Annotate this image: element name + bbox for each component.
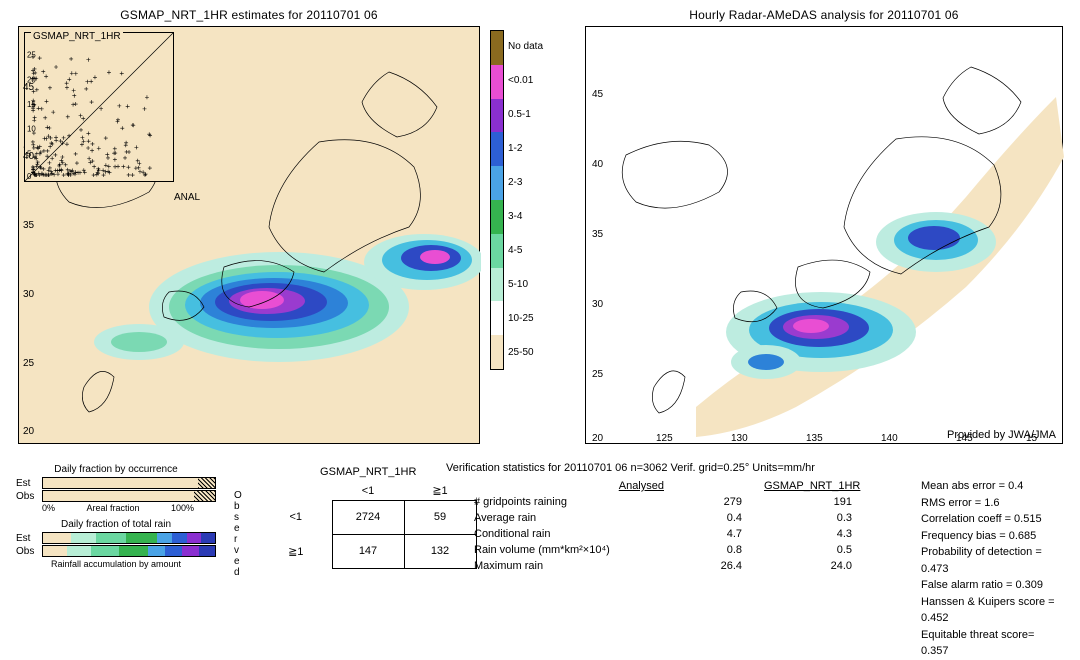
anal-label: ANAL — [174, 192, 200, 203]
col-lt1: <1 — [332, 482, 404, 500]
credit-label: Provided by JWA/JMA — [947, 429, 1056, 441]
cell-10: 147 — [332, 534, 404, 568]
col-analysed: Analysed — [474, 480, 674, 492]
stat-line: Equitable threat score= 0.357 — [921, 627, 1064, 660]
verif-row-label: Average rain — [474, 512, 674, 524]
left-map-panel: GSMAP_NRT_1HR estimates for 20110701 06 — [18, 8, 480, 448]
verif-row-label: Rain volume (mm*km²×10⁴) — [474, 544, 674, 556]
svg-text:35: 35 — [592, 229, 604, 240]
verif-row-label: Maximum rain — [474, 560, 674, 572]
fraction-total-title: Daily fraction of total rain — [16, 519, 216, 530]
obs-total-bar — [42, 545, 216, 557]
est-label2: Est — [16, 533, 38, 544]
svg-text:135: 135 — [806, 433, 823, 444]
observed-vertical: Observed — [234, 490, 242, 578]
cell-00: 2724 — [332, 500, 404, 534]
row-lt1: <1 — [260, 500, 332, 534]
inset-scatter: GSMAP_NRT_1HR 0 51015 2025 — [24, 32, 174, 182]
color-legend: No data<0.010.5-11-22-33-44-55-1010-2525… — [490, 30, 570, 370]
svg-text:10: 10 — [27, 125, 36, 134]
stat-line: False alarm ratio = 0.309 — [921, 577, 1064, 594]
svg-text:25: 25 — [27, 51, 36, 60]
row-ge1: ≧1 — [260, 534, 332, 568]
verif-row-label: Conditional rain — [474, 528, 674, 540]
stat-line: Mean abs error = 0.4 — [921, 478, 1064, 495]
ytick: 40 — [23, 151, 34, 162]
stat-line: Correlation coeff = 0.515 — [921, 511, 1064, 528]
col-est: GSMAP_NRT_1HR — [764, 480, 874, 492]
svg-text:40: 40 — [592, 159, 604, 170]
ytick: 25 — [23, 358, 34, 369]
verification-block: Verification statistics for 20110701 06 … — [446, 462, 1064, 572]
bottom-strip: Daily fraction by occurrence Est Obs 0% A… — [16, 462, 1064, 602]
contingency-table: GSMAP_NRT_1HR <1≧1 <1272459 ≧1147132 — [260, 466, 477, 569]
fraction-block: Daily fraction by occurrence Est Obs 0% A… — [16, 462, 216, 569]
ytick: 20 — [23, 426, 34, 437]
svg-text:130: 130 — [731, 433, 748, 444]
left-map-box: GSMAP_NRT_1HR 0 51015 2025 ANAL 20 25 30 — [18, 26, 480, 444]
svg-text:125: 125 — [656, 433, 673, 444]
svg-text:25: 25 — [592, 369, 604, 380]
est-occ-bar — [42, 477, 216, 489]
right-map-panel: Hourly Radar-AMeDAS analysis for 2011070… — [585, 8, 1063, 448]
svg-text:45: 45 — [592, 89, 604, 100]
ctable-title: GSMAP_NRT_1HR — [260, 466, 477, 478]
axis-0: 0% — [42, 503, 55, 513]
axis-100: 100% — [171, 503, 194, 513]
stat-line: RMS error = 1.6 — [921, 495, 1064, 512]
ytick: 30 — [23, 289, 34, 300]
right-map-title: Hourly Radar-AMeDAS analysis for 2011070… — [585, 8, 1063, 22]
ytick: 45 — [23, 82, 34, 93]
svg-text:15: 15 — [27, 100, 36, 109]
svg-text:30: 30 — [592, 299, 604, 310]
stat-line: Frequency bias = 0.685 — [921, 528, 1064, 545]
obs-label: Obs — [16, 491, 38, 502]
obs-label2: Obs — [16, 546, 38, 557]
verif-row-label: # gridpoints raining — [474, 496, 674, 508]
est-label: Est — [16, 478, 38, 489]
fraction-caption: Rainfall accumulation by amount — [16, 559, 216, 569]
fraction-occ-title: Daily fraction by occurrence — [16, 464, 216, 475]
svg-text:20: 20 — [592, 433, 604, 444]
svg-text:140: 140 — [881, 433, 898, 444]
obs-occ-bar — [42, 490, 216, 502]
stat-line: Hanssen & Kuipers score = 0.452 — [921, 594, 1064, 627]
right-map-svg: 20 45 40 35 30 25 125 130 135 140 145 15 — [586, 27, 1064, 445]
axis-mid: Areal fraction — [86, 503, 139, 513]
right-map-box: 20 45 40 35 30 25 125 130 135 140 145 15… — [585, 26, 1063, 444]
stats-column: Mean abs error = 0.4RMS error = 1.6Corre… — [921, 478, 1064, 660]
ytick: 35 — [23, 220, 34, 231]
verif-header: Verification statistics for 20110701 06 … — [446, 462, 1064, 474]
stat-line: Probability of detection = 0.473 — [921, 544, 1064, 577]
left-map-title: GSMAP_NRT_1HR estimates for 20110701 06 — [18, 8, 480, 22]
svg-text:0: 0 — [27, 172, 32, 181]
est-total-bar — [42, 532, 216, 544]
